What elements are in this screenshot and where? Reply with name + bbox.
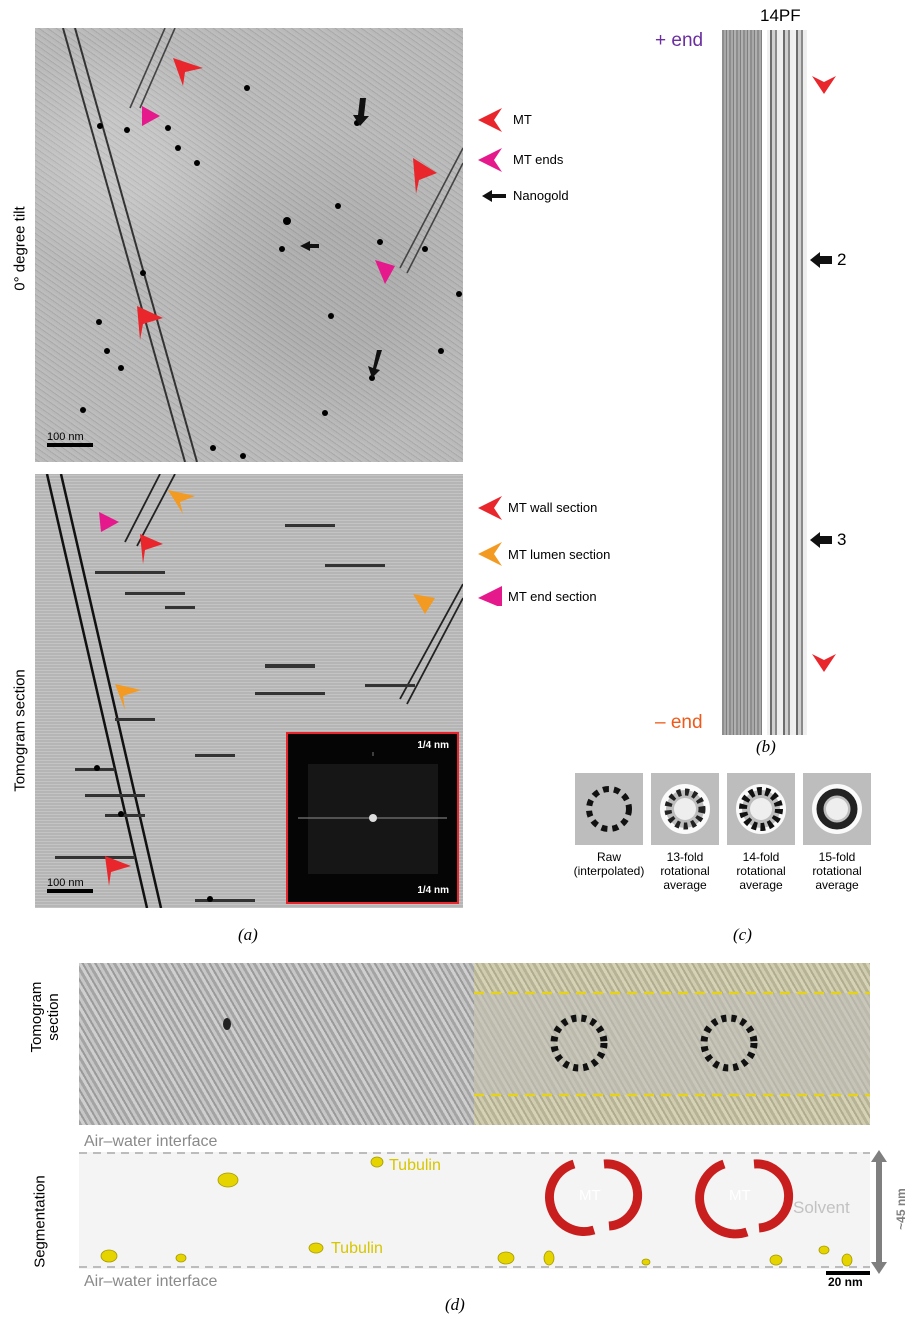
- 13-fold-average: [651, 773, 719, 845]
- interface-top: Air–water interface: [84, 1133, 218, 1150]
- seg-mt-1: MT: [579, 1187, 601, 1204]
- caption-a: (a): [238, 925, 258, 944]
- tomogram-slab-image: [79, 963, 870, 1125]
- red-arrowhead-icon: [812, 76, 836, 94]
- seg-mt-2: MT: [729, 1187, 751, 1204]
- seg-tubulin-1: Tubulin: [389, 1157, 441, 1174]
- black-arrow-icon: [810, 532, 832, 548]
- fft-inset: 1/4 nm 1/4 nm: [286, 732, 459, 904]
- scale-label-top: 100 nm: [47, 431, 84, 443]
- interface-bottom: Air–water interface: [84, 1273, 218, 1290]
- caption-d: (d): [445, 1295, 465, 1314]
- black-arrow-icon: [810, 252, 832, 268]
- mt-raw-strip: [722, 30, 762, 735]
- segmentation-panel: MT MT Solvent Tubulin Tubulin: [79, 1152, 870, 1269]
- mt-average-strip: [767, 30, 807, 735]
- fft-label-top: 1/4 nm: [417, 740, 449, 751]
- legend-bottom-icons: [478, 496, 502, 606]
- label-14pf: 14PF: [760, 6, 801, 25]
- micrograph-0-degree: 100 nm: [35, 28, 463, 462]
- label-15-fold: 15-fold rotational average: [812, 850, 862, 892]
- legend-top-icons: [478, 108, 506, 202]
- marker-2: 2: [837, 250, 847, 269]
- caption-b: (b): [756, 737, 776, 756]
- thickness-arrow-icon: [871, 1150, 887, 1274]
- label-14-fold: 14-fold rotational average: [736, 850, 786, 892]
- seg-tubulin-2: Tubulin: [331, 1240, 383, 1257]
- legend-mt-lumen: MT lumen section: [508, 547, 611, 562]
- legend-mt-wall: MT wall section: [508, 500, 598, 515]
- label-raw: Raw (interpolated): [573, 850, 645, 878]
- scale-label-d: 20 nm: [828, 1275, 863, 1289]
- mt-arrowhead-icon: [137, 58, 437, 340]
- label-tomogram-section: Tomogram section: [11, 669, 29, 792]
- label-d-tomogram: Tomogram section: [28, 981, 62, 1053]
- nanogold-arrow-icon: [300, 98, 382, 378]
- legend-mt-ends: MT ends: [513, 152, 564, 167]
- label-minus-end: – end: [655, 712, 703, 733]
- legend-mt-end: MT end section: [508, 589, 597, 604]
- caption-c: (c): [733, 925, 752, 944]
- label-plus-end: + end: [655, 30, 704, 51]
- label-segmentation: Segmentation: [31, 1175, 49, 1268]
- label-13-fold: 13-fold rotational average: [660, 850, 710, 892]
- thickness-label: ~45 nm: [894, 1188, 908, 1230]
- 14-fold-average: [727, 773, 795, 845]
- tomogram-section-image: 1/4 nm 1/4 nm 100 nm: [35, 474, 463, 908]
- fft-label-bottom: 1/4 nm: [417, 885, 449, 896]
- scale-label-bottom: 100 nm: [47, 877, 84, 889]
- label-0-degree: 0° degree tilt: [11, 206, 29, 291]
- raw-cross-section: [575, 773, 643, 845]
- legend-mt: MT: [513, 112, 532, 127]
- red-arrowhead-icon: [812, 654, 836, 672]
- legend-nanogold: Nanogold: [513, 188, 569, 203]
- seg-solvent: Solvent: [793, 1198, 850, 1217]
- marker-3: 3: [837, 530, 847, 549]
- 15-fold-average: [803, 773, 871, 845]
- mt-end-arrowhead-icon: [142, 106, 395, 284]
